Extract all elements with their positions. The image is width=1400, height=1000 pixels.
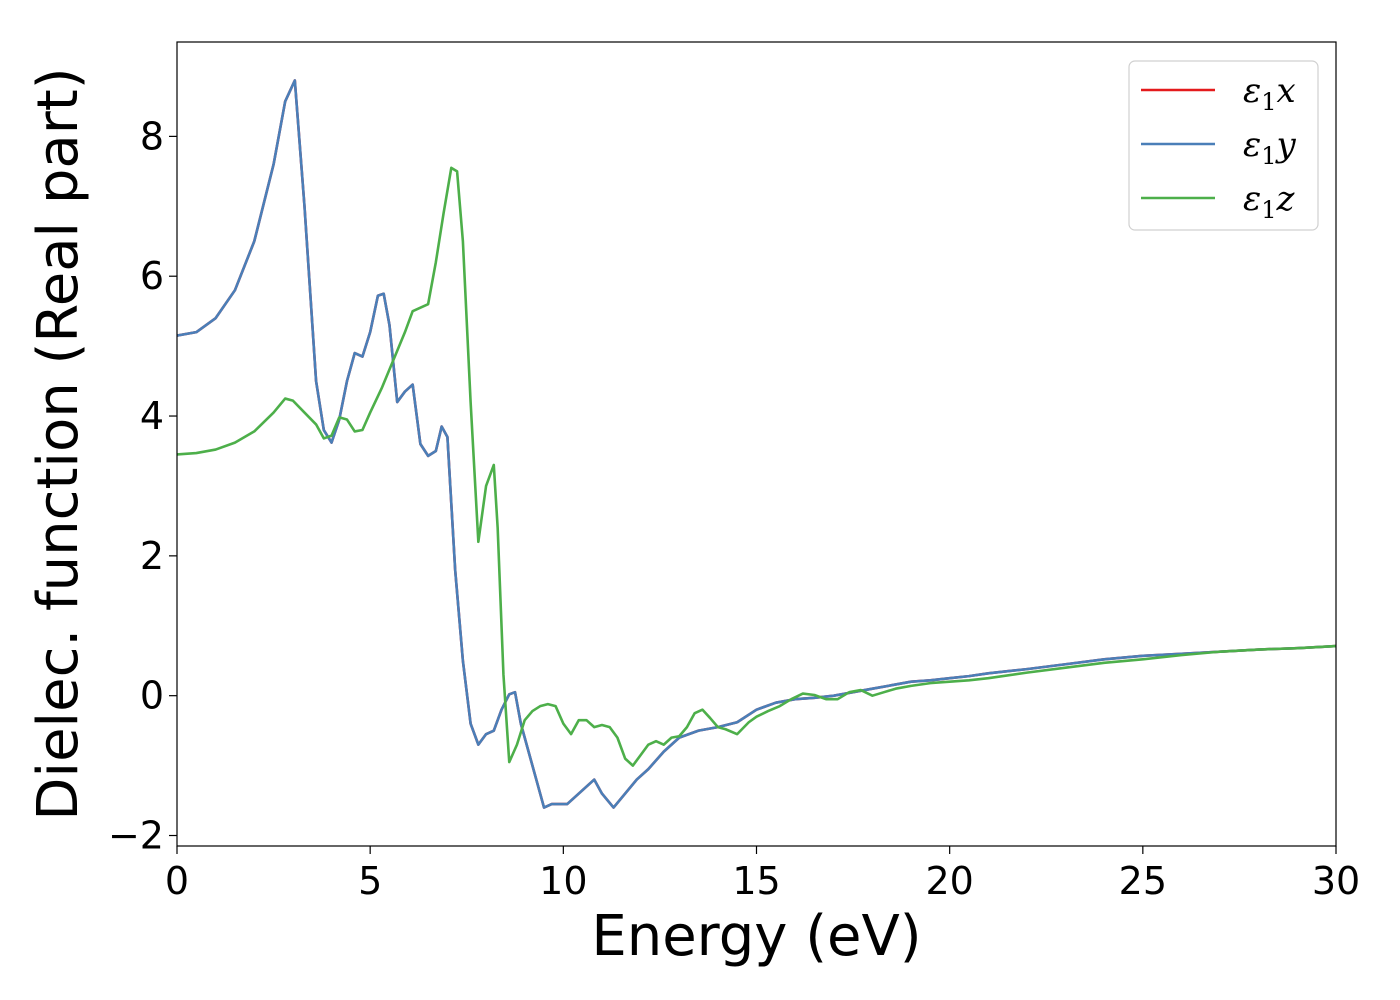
x-tick-label: 15 <box>732 859 780 903</box>
series-layer <box>177 79 1336 809</box>
legend-label-subscript: 1 <box>1261 196 1276 224</box>
legend-label-symbol: ε <box>1243 71 1261 111</box>
x-tick-label: 30 <box>1312 859 1360 903</box>
x-tick-label: 0 <box>165 859 189 903</box>
legend-label-x: ε1x <box>1243 71 1296 116</box>
y-tick-label: −2 <box>108 814 164 858</box>
y-tick-label: 2 <box>140 534 164 578</box>
legend-label-subscript: 1 <box>1261 88 1276 116</box>
y-axis-title: Dielec. function (Real part) <box>26 67 91 820</box>
y-tick-label: 4 <box>140 394 164 438</box>
x-tick-label: 10 <box>539 859 587 903</box>
y-tick-label: 8 <box>140 114 164 158</box>
legend-label-component: z <box>1276 179 1296 219</box>
y-tick-label: 6 <box>140 254 164 298</box>
legend-label-component: y <box>1275 125 1297 165</box>
legend-label-symbol: ε <box>1243 125 1261 165</box>
x-tick-label: 20 <box>925 859 973 903</box>
legend-label-z: ε1z <box>1243 179 1296 224</box>
y-tick-label: 0 <box>140 674 164 718</box>
x-tick-label: 5 <box>358 859 382 903</box>
legend-label-symbol: ε <box>1243 179 1261 219</box>
legend-label-subscript: 1 <box>1261 142 1276 170</box>
legend-label-y: ε1y <box>1243 125 1297 170</box>
legend-box <box>1128 60 1319 231</box>
series-line-y <box>177 79 1336 809</box>
legend-label-component: x <box>1277 71 1296 111</box>
x-tick-label: 25 <box>1119 859 1167 903</box>
series-line-z <box>177 166 1336 767</box>
x-axis-title: Energy (eV) <box>591 904 921 969</box>
